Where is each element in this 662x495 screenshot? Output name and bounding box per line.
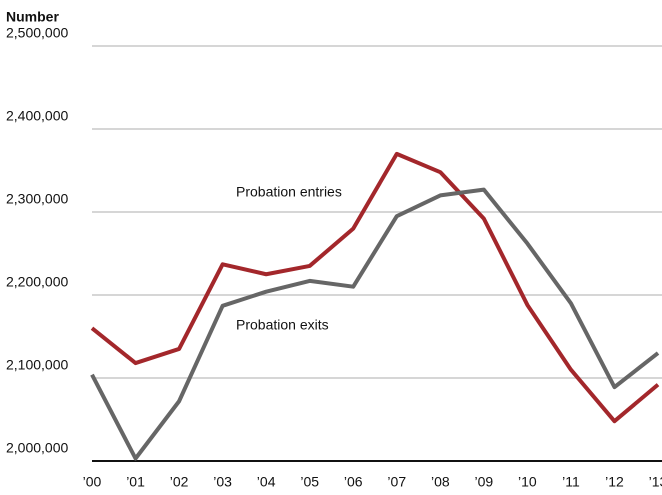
y-tick-label: 2,300,000 [6, 191, 68, 207]
x-tick-label: ’11 [562, 474, 580, 490]
x-tick-label: ’09 [475, 474, 494, 490]
x-tick-label: ’01 [126, 474, 145, 490]
x-tick-label: ’03 [213, 474, 232, 490]
series-label: Probation exits [236, 317, 329, 333]
x-tick-label: ’06 [344, 474, 363, 490]
series-label: Probation entries [236, 184, 342, 200]
series-line [90, 187, 660, 461]
x-tick-label: ’07 [387, 474, 406, 490]
series-line [90, 151, 660, 424]
y-tick-label: 2,500,000 [6, 25, 68, 41]
y-axis-title: Number [6, 9, 59, 25]
x-tick-label: ’08 [431, 474, 450, 490]
x-tick-label: ’12 [605, 474, 624, 490]
y-tick-label: 2,400,000 [6, 108, 68, 124]
x-tick-label: ’10 [518, 474, 537, 490]
y-tick-label: 2,100,000 [6, 357, 68, 373]
y-tick-label: 2,000,000 [6, 440, 68, 456]
x-tick-label: ’00 [83, 474, 102, 490]
x-tick-label: ’04 [257, 474, 276, 490]
y-tick-label: 2,200,000 [6, 274, 68, 290]
x-tick-label: ’05 [300, 474, 319, 490]
x-tick-label: ’02 [170, 474, 189, 490]
x-tick-label: ’13 [649, 474, 662, 490]
